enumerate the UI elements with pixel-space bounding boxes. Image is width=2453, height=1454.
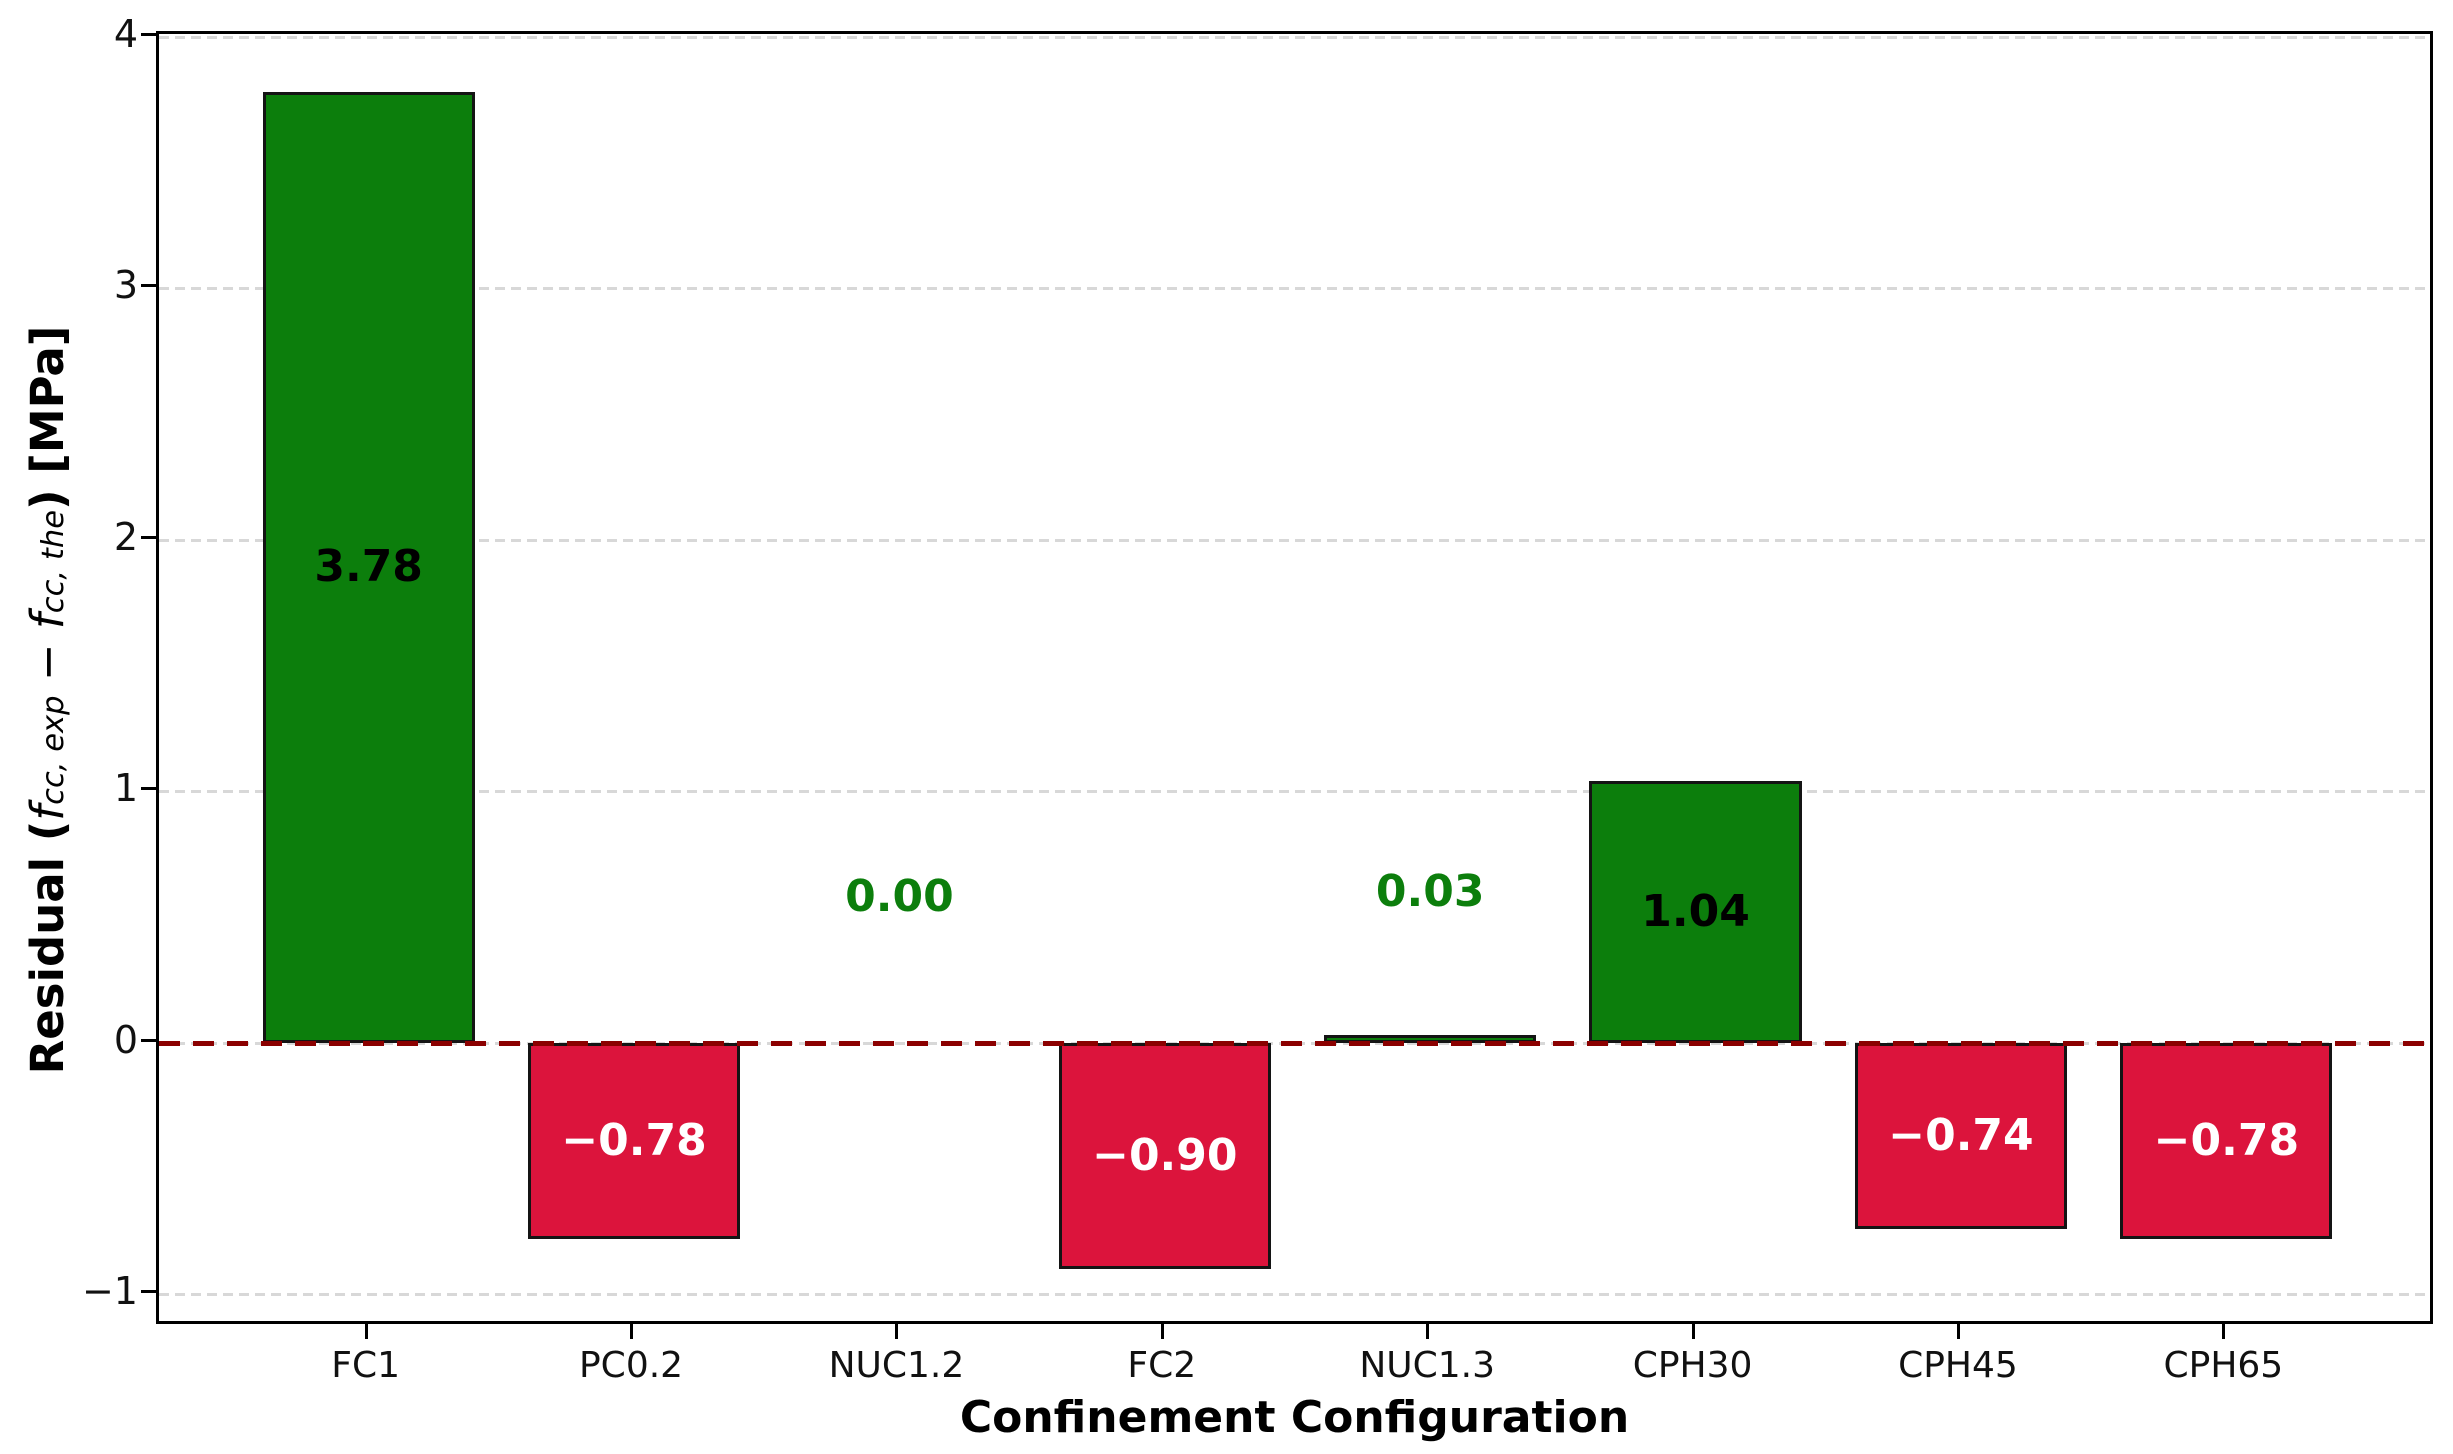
x-tick-mark-CPH30 [1691,1324,1695,1339]
y-tick-label-0: 0 [113,1017,138,1062]
x-tick-label-FC2: FC2 [1127,1345,1197,1386]
y-tick-mark-1 [141,787,156,791]
bar-CPH45 [1854,1042,2068,1229]
y-tick-label-1: 1 [113,766,138,811]
y-axis-label-prefix: Residual ( [21,820,74,1075]
y-tick-mark--1 [141,1290,156,1294]
x-tick-mark-CPH65 [2222,1324,2226,1339]
gridline-y2 [159,538,2430,542]
x-tick-mark-NUC1.2 [895,1324,899,1339]
x-tick-label-CPH45: CPH45 [1898,1345,2018,1386]
y-axis-label-suffix: ) [MPa] [21,325,74,510]
x-tick-mark-FC1 [364,1324,368,1339]
y-tick-mark-4 [141,32,156,36]
x-tick-label-NUC1.3: NUC1.3 [1359,1345,1496,1386]
y-tick-mark-2 [141,535,156,539]
y-tick-label--1: −1 [81,1269,138,1314]
gridline-y4 [159,35,2430,39]
gridline-y1 [159,790,2430,794]
plot-area: 3.78 −0.78 0.00 −0.90 0.03 1.04 −0.74 −0.78 [156,31,2433,1324]
y-tick-mark-3 [141,284,156,288]
bar-PC0.2 [527,1042,741,1239]
bar-value-label-CPH30: 1.04 [1641,885,1750,937]
y-axis-label: Residual (fcc, exp − fcc, the) [MPa] [20,0,76,1400]
y-axis-math-minus: − [21,629,74,696]
bar-value-label-CPH65: −0.78 [2153,1114,2300,1166]
x-tick-label-NUC1.2: NUC1.2 [828,1345,965,1386]
bar-value-label-NUC1.2: 0.00 [845,870,954,922]
y-tick-label-3: 3 [113,263,138,308]
x-tick-mark-NUC1.3 [1426,1324,1430,1339]
gridline-y-1 [159,1293,2430,1297]
x-tick-mark-PC0.2 [630,1324,634,1339]
x-tick-mark-CPH45 [1956,1324,1960,1339]
bar-value-label-FC1: 3.78 [314,541,423,593]
x-tick-mark-FC2 [1160,1324,1164,1339]
x-tick-label-CPH65: CPH65 [2163,1345,2284,1386]
y-tick-mark-0 [141,1038,156,1042]
x-tick-label-CPH30: CPH30 [1632,1345,1753,1386]
gridline-y3 [159,287,2430,291]
y-axis-math-f1: fcc, exp [21,695,74,821]
bar-FC1 [262,91,475,1043]
x-tick-label-FC1: FC1 [331,1345,401,1386]
y-tick-label-4: 4 [113,11,138,56]
y-axis-math-f2: fcc, the [21,509,74,630]
bar-value-label-CPH45: −0.74 [1888,1109,2034,1161]
zero-reference-line [159,1040,2430,1046]
bar-CPH65 [2120,1042,2333,1239]
y-tick-label-2: 2 [113,514,138,559]
bar-CPH30 [1589,781,1802,1043]
bar-value-label-PC0.2: −0.78 [561,1114,707,1166]
x-tick-label-PC0.2: PC0.2 [578,1345,684,1386]
bar-value-label-FC2: −0.90 [1092,1129,1238,1181]
bar-FC2 [1058,1042,1271,1270]
x-axis-label: Confinement Configuration [959,1392,1630,1443]
bar-value-label-NUC1.3: 0.03 [1375,865,1485,917]
